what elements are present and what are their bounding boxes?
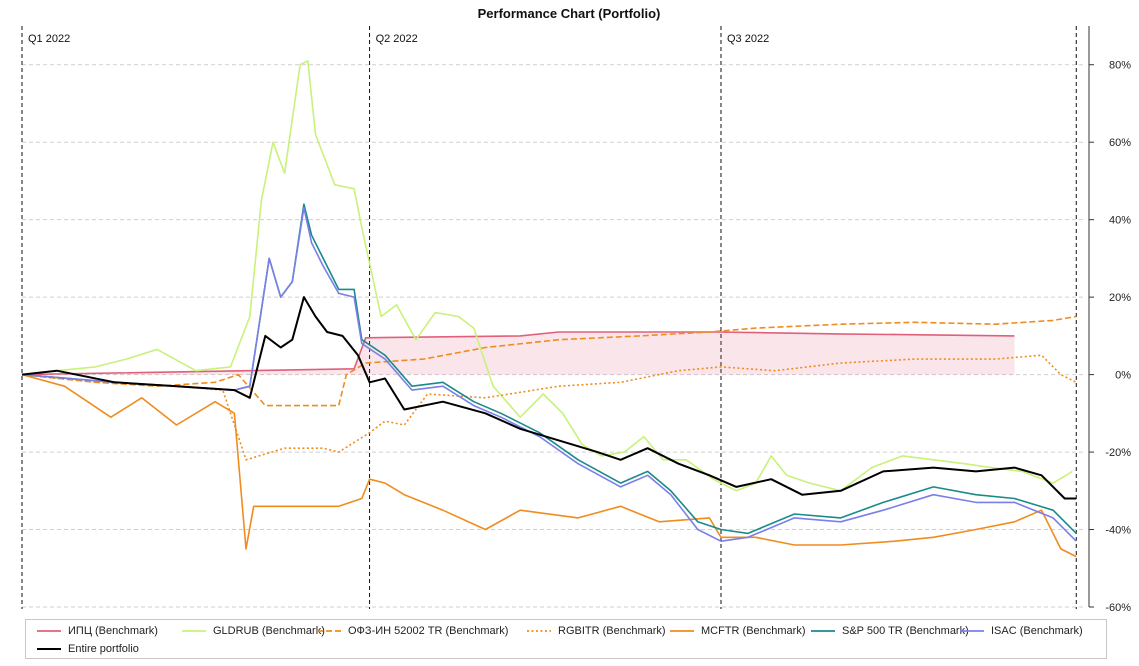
- series-line: [21, 296, 1077, 500]
- series-line: [21, 60, 1073, 492]
- y-tick-label: 60%: [1109, 137, 1131, 149]
- legend-swatch: [811, 630, 835, 632]
- series-line: [21, 354, 1077, 461]
- legend-label: S&P 500 TR (Benchmark): [842, 625, 969, 637]
- chart-title: Performance Chart (Portfolio): [478, 6, 661, 21]
- series-line: [21, 373, 1077, 558]
- legend-label: ИПЦ (Benchmark): [68, 625, 158, 637]
- legend-swatch: [37, 630, 61, 632]
- legend-label: GLDRUB (Benchmark): [213, 625, 325, 637]
- y-tick-label: -40%: [1105, 525, 1131, 537]
- legend-label: Entire portfolio: [68, 643, 139, 655]
- y-tick-label: 40%: [1109, 215, 1131, 227]
- legend-swatch: [182, 630, 206, 632]
- y-tick-label: 80%: [1109, 60, 1131, 72]
- series-area: [22, 331, 1015, 375]
- legend-swatch: [37, 648, 61, 650]
- legend-swatch: [317, 630, 341, 632]
- quarter-marker-label: Q2 2022: [376, 33, 418, 45]
- legend-label: MCFTR (Benchmark): [701, 625, 806, 637]
- legend-swatch: [527, 630, 551, 632]
- series-line: [21, 331, 1015, 376]
- y-tick-label: -20%: [1105, 447, 1131, 459]
- y-tick-label: 20%: [1109, 292, 1131, 304]
- y-tick-label: -60%: [1105, 602, 1131, 614]
- legend-swatch: [960, 630, 984, 632]
- quarter-marker-label: Q3 2022: [727, 33, 769, 45]
- legend-label: RGBITR (Benchmark): [558, 625, 666, 637]
- y-tick-label: 0%: [1115, 370, 1131, 382]
- legend-label: ОФЗ-ИН 52002 TR (Benchmark): [348, 625, 509, 637]
- legend-swatch: [670, 630, 694, 632]
- legend-label: ISAC (Benchmark): [991, 625, 1083, 637]
- chart-legend: ИПЦ (Benchmark) GLDRUB (Benchmark) ОФЗ-ИН …: [25, 619, 1107, 659]
- series-line: [21, 207, 1077, 542]
- quarter-marker-label: Q1 2022: [28, 33, 70, 45]
